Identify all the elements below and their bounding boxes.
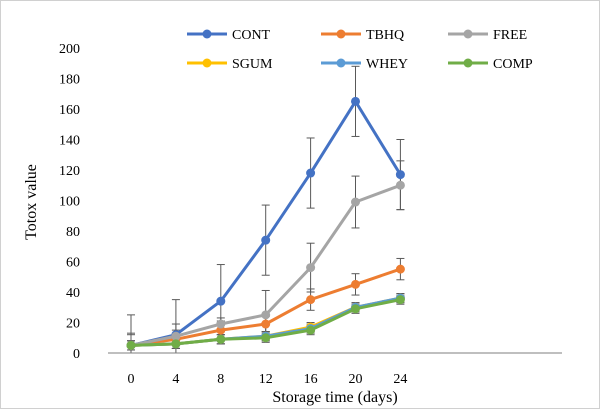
data-point-tbhq (395, 264, 405, 274)
data-point-comp (261, 333, 271, 343)
data-point-comp (395, 295, 405, 305)
y-tick-label: 140 (59, 134, 80, 149)
y-tick-label: 180 (59, 73, 80, 88)
series-lines (126, 96, 405, 350)
data-point-tbhq (306, 295, 316, 305)
y-tick-label: 40 (66, 286, 80, 301)
legend-label-whey: WHEY (366, 57, 408, 72)
data-point-free (306, 263, 316, 273)
x-tick-label: 12 (259, 372, 273, 387)
data-point-comp (351, 304, 360, 314)
data-point-cont (261, 235, 271, 245)
data-point-free (171, 331, 181, 341)
data-point-cont (216, 296, 226, 306)
y-tick-label: 60 (66, 256, 80, 271)
x-tick-label: 24 (393, 372, 407, 387)
legend-marker-tbhq (336, 29, 346, 39)
data-point-comp (171, 339, 181, 349)
data-point-cont (306, 168, 316, 178)
data-point-comp (306, 325, 316, 335)
data-point-tbhq (351, 279, 360, 289)
y-tick-label: 80 (66, 225, 80, 240)
legend-label-tbhq: TBHQ (366, 28, 404, 43)
axes: 0 20 40 60 80 100 120 140 160 180 200 0 4 8 12 16 20 24 (59, 42, 562, 387)
legend-marker-whey (336, 58, 346, 68)
data-point-free (395, 180, 405, 190)
y-tick-label: 120 (59, 164, 80, 179)
data-point-cont (395, 170, 405, 180)
legend-marker-sgum (202, 58, 212, 68)
y-tick-label: 20 (66, 317, 80, 332)
legend-label-free: FREE (493, 28, 527, 43)
x-tick-label: 16 (304, 372, 318, 387)
data-point-comp (216, 334, 226, 344)
y-axis-title: Totox value (23, 164, 40, 240)
y-tick-label: 100 (59, 195, 80, 210)
legend-marker-cont (202, 29, 212, 39)
data-point-cont (351, 96, 360, 106)
legend: CONT TBHQ FREE SGUM WHEY COMP (187, 28, 533, 72)
x-tick-label: 8 (217, 372, 224, 387)
x-tick-label: 4 (172, 372, 179, 387)
y-tick-label: 200 (59, 42, 80, 57)
legend-marker-free (463, 29, 473, 39)
legend-label-comp: COMP (493, 57, 533, 72)
x-tick-label: 0 (128, 372, 135, 387)
x-axis-title: Storage time (days) (272, 389, 397, 406)
data-point-comp (126, 340, 136, 350)
legend-marker-comp (463, 58, 473, 68)
data-point-tbhq (261, 319, 271, 329)
x-tick-label: 20 (349, 372, 363, 387)
data-point-free (351, 197, 360, 207)
data-point-free (261, 310, 271, 320)
data-point-free (216, 319, 226, 329)
y-tick-label: 0 (73, 347, 80, 362)
y-tick-label: 160 (59, 103, 80, 118)
legend-label-sgum: SGUM (232, 57, 273, 72)
legend-label-cont: CONT (232, 28, 271, 43)
